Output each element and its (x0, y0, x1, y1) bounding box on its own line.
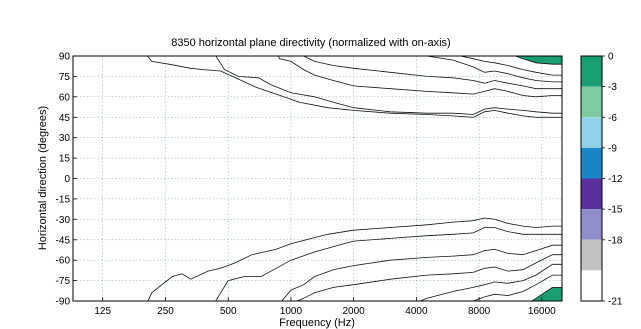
contour-line-lower-12 (296, 254, 562, 301)
plot-area (73, 56, 562, 301)
colorbar-label: -18 (608, 235, 623, 246)
y-tick-label: -45 (56, 235, 71, 246)
y-tick-label: -60 (56, 256, 71, 267)
band-below-21db (73, 56, 562, 301)
y-tick-label: -15 (56, 194, 71, 205)
y-tick-label: -30 (56, 215, 71, 226)
contour-line-lower-18 (472, 274, 562, 301)
contour-line-lower-15 (419, 263, 562, 301)
x-tick-label: 250 (157, 306, 174, 317)
colorbar-segment (581, 147, 602, 179)
colorbar-label: -21 (608, 297, 623, 308)
x-tick-label: 4000 (405, 306, 428, 317)
y-axis-label: Horizontal direction (degrees) (37, 106, 49, 250)
colorbar-label: -15 (608, 205, 623, 216)
x-tick-label: 8000 (468, 306, 491, 317)
y-tick-label: -90 (56, 297, 71, 308)
x-tick-label: 125 (94, 306, 111, 317)
y-tick-label: 45 (59, 113, 71, 124)
x-tick-label: 2000 (342, 306, 365, 317)
chart-title: 8350 horizontal plane directivity (norma… (171, 37, 450, 49)
contour-line-upper-12 (302, 56, 562, 90)
y-tick-label: 75 (59, 72, 71, 83)
colorbar-segment (581, 178, 602, 210)
x-axis-label: Frequency (Hz) (279, 317, 355, 329)
colorbar-segment (581, 270, 602, 301)
contour-line-upper-6 (215, 56, 562, 115)
y-tick-label: -75 (56, 276, 71, 287)
y-tick-label: 60 (59, 92, 71, 103)
y-tick-label: 15 (59, 154, 71, 165)
colorbar-segment (581, 86, 602, 118)
contour-line-upper-21 (514, 56, 562, 65)
contour-line-upper-18 (459, 56, 562, 76)
y-tick-label: 90 (59, 52, 71, 63)
contour-line-upper-9 (278, 56, 562, 98)
contour-line-lower-6 (215, 227, 562, 301)
contour-line-lower-9 (281, 244, 562, 301)
colorbar: 0 -3 -6 -9 -12 -15 -18 -21 (580, 52, 623, 308)
contour-line-lower-21 (530, 286, 562, 301)
y-tick-label: 30 (59, 133, 71, 144)
contour-line-upper-3 (146, 56, 562, 118)
colorbar-label: -3 (608, 82, 617, 93)
colorbar-label: -12 (608, 174, 623, 185)
x-tick-label: 500 (220, 306, 237, 317)
x-tick-label: 16000 (528, 306, 556, 317)
colorbar-label: 0 (608, 52, 614, 63)
colorbar-segment (581, 117, 602, 148)
contour-line-upper-15 (424, 56, 562, 83)
colorbar-segment (581, 56, 602, 87)
colorbar-label: -9 (608, 143, 617, 154)
colorbar-segment (581, 209, 602, 240)
colorbar-segment (581, 239, 602, 271)
y-tick-label: 0 (64, 174, 70, 185)
colorbar-label: -6 (608, 113, 617, 124)
x-tick-label: 1000 (280, 306, 303, 317)
contour-line-lower-3 (147, 217, 562, 301)
